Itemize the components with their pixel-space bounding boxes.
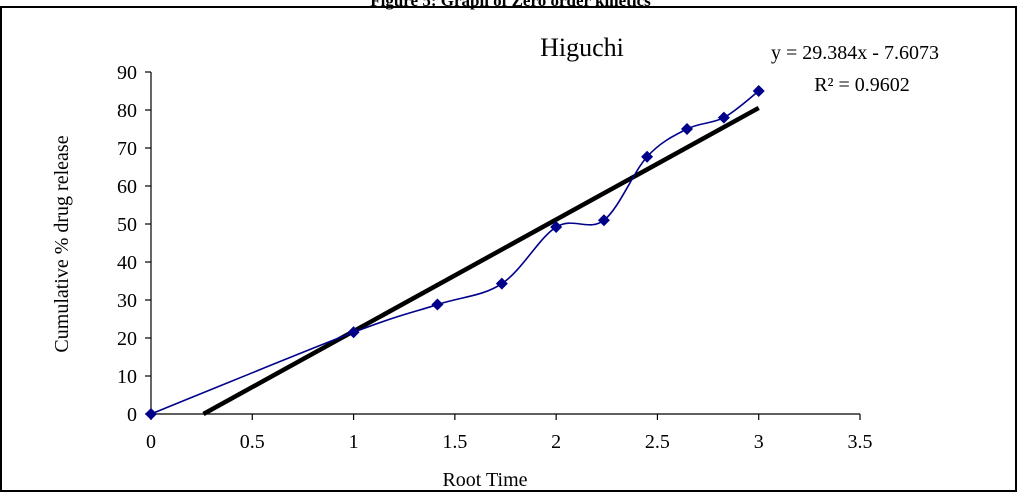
- x-tick-label: 1: [349, 431, 359, 453]
- axes: [150, 72, 860, 415]
- x-tick-label: 3.5: [848, 431, 873, 453]
- data-point-marker: [717, 111, 730, 124]
- y-ticks: 0 10 20 30 40 50 60 70 80 90: [117, 62, 151, 426]
- y-tick-label: 90: [117, 62, 137, 84]
- data-point-marker: [550, 221, 563, 234]
- y-tick-label: 40: [117, 252, 137, 274]
- data-point-marker: [347, 326, 360, 339]
- y-tick-label: 50: [117, 214, 137, 236]
- data-point-marker: [431, 298, 444, 311]
- data-point-marker: [681, 123, 694, 135]
- y-tick-label: 60: [117, 176, 137, 198]
- figure-caption: Figure 5: Graph of Zero order kinetics: [370, 0, 651, 10]
- data-point-marker: [597, 214, 610, 227]
- x-tick-label: 2.5: [645, 431, 670, 453]
- data-point-marker: [752, 85, 765, 97]
- x-ticks: 0 0.5 1 1.5 2 2.5 3 3.5: [146, 414, 873, 453]
- release-curve: [150, 90, 760, 415]
- x-tick-label: 0.5: [240, 431, 265, 453]
- trendline-equation: y = 29.384x - 7.6073: [771, 42, 939, 64]
- trendline-group: [202, 105, 760, 416]
- data-point-marker: [145, 408, 157, 420]
- series-group: [145, 85, 765, 420]
- r-squared-label: R² = 0.9602: [814, 74, 910, 96]
- x-tick-label: 3: [754, 431, 764, 453]
- chart-frame: [0, 6, 1017, 492]
- y-tick-label: 10: [117, 366, 137, 388]
- y-tick-label: 30: [117, 290, 137, 312]
- y-tick-label: 70: [117, 138, 137, 160]
- x-tick-label: 0: [146, 431, 156, 453]
- data-point-marker: [641, 150, 654, 163]
- data-point-marker: [495, 277, 508, 290]
- x-axis-title: Root Time: [442, 469, 527, 491]
- x-tick-label: 2: [551, 431, 561, 453]
- x-tick-label: 1.5: [442, 431, 467, 453]
- chart-title: Higuchi: [540, 33, 624, 62]
- linear-trendline: [202, 105, 760, 416]
- y-tick-label: 80: [117, 100, 137, 122]
- y-axis-title: Cumulative % drug release: [51, 135, 73, 352]
- y-tick-label: 0: [127, 404, 137, 426]
- y-tick-label: 20: [117, 328, 137, 350]
